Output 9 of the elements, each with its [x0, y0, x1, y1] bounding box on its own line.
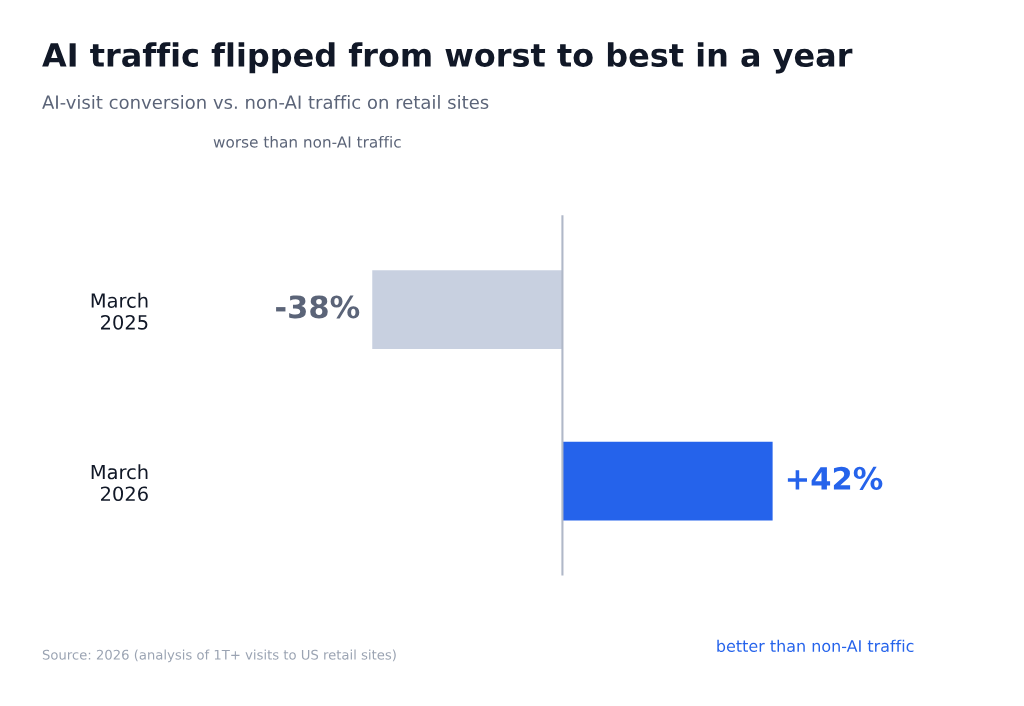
- y-tick-label: March 2025: [91, 292, 148, 330]
- chart-title: AI traffic flipped from worst to best in a year: [42, 42, 853, 74]
- chart-subtitle: AI-visit conversion vs. non-AI traffic on retail sites: [42, 95, 489, 110]
- text: worse than non-AI traffic: [213, 135, 401, 148]
- source-note: Source: 2026 (analysis of 1T+ visits to US retail sites): [42, 649, 396, 663]
- text: better than non-AI traffic: [717, 639, 914, 653]
- y-tick-label: March 2026: [91, 464, 148, 502]
- data-label: +42%: [787, 466, 883, 490]
- data-label: -38%: [276, 295, 360, 319]
